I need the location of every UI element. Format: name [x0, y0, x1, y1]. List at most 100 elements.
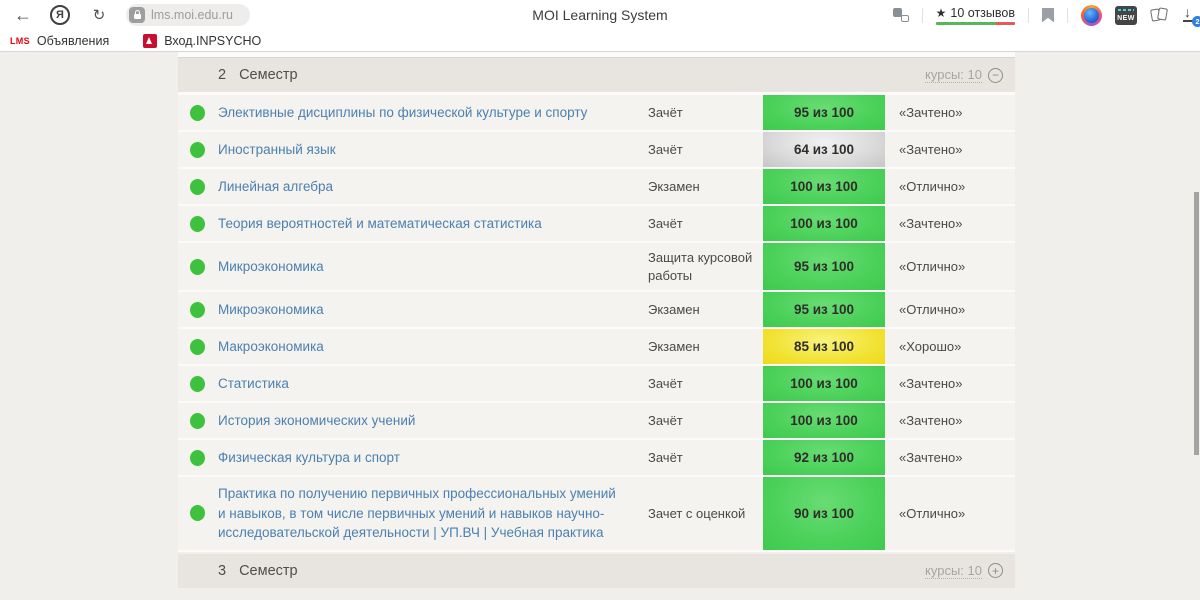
- grade-text: «Зачтено»: [899, 450, 963, 466]
- toolbar-separator: [921, 7, 923, 23]
- bookmark-item-announcements[interactable]: LMS Объявления: [10, 34, 109, 48]
- table-row: Иностранный язык Зачёт 64 из 100 «Зачтен…: [178, 132, 1015, 169]
- table-row: Микроэкономика Экзамен 95 из 100 «Отличн…: [178, 292, 1015, 330]
- downloads-icon[interactable]: ↓ 2: [1181, 4, 1200, 27]
- course-link[interactable]: Практика по получению первичных професси…: [218, 486, 616, 541]
- url-text[interactable]: lms.moi.edu.ru: [151, 8, 233, 22]
- ratings-label: 10 отзывов: [950, 5, 1015, 20]
- download-arrow-icon: ↓: [1184, 4, 1191, 20]
- toolbar-separator: [1028, 7, 1029, 23]
- score-cell: 85 из 100: [763, 329, 885, 365]
- yandex-logo-icon[interactable]: Я: [50, 5, 70, 25]
- score-cell: 95 из 100: [763, 95, 885, 130]
- score-cell: 92 из 100: [763, 440, 885, 476]
- grade-text: «Зачтено»: [899, 216, 963, 231]
- refresh-icon[interactable]: ↻: [92, 7, 106, 24]
- bookmark-flag-icon[interactable]: [1042, 7, 1054, 23]
- new-releases-extension-icon[interactable]: NEW: [1115, 5, 1137, 25]
- table-row: История экономических учений Зачёт 100 и…: [178, 403, 1015, 441]
- score-cell: 95 из 100: [763, 243, 885, 291]
- site-ratings-button[interactable]: ★ 10 отзывов: [935, 5, 1015, 25]
- expand-plus-icon[interactable]: +: [988, 563, 1003, 579]
- courses-count-link[interactable]: курсы: 10: [925, 562, 982, 579]
- semester-grades-panel: 2 Семестр курсы: 10 − Элективные дисципл…: [178, 52, 1015, 588]
- browser-toolbar: ← Я ↻ lms.moi.edu.ru MOI Learning System…: [0, 0, 1200, 30]
- score-cell: 90 из 100: [763, 477, 885, 550]
- assessment-type: Экзамен: [648, 338, 700, 354]
- assessment-type: Зачёт: [648, 215, 683, 231]
- semester-2-header: 2 Семестр курсы: 10 −: [178, 58, 1015, 92]
- grade-text: «Зачтено»: [899, 105, 963, 120]
- course-status-dot-icon: [190, 178, 205, 195]
- score-cell: 100 из 100: [763, 169, 885, 204]
- course-link[interactable]: Теория вероятностей и математическая ста…: [218, 215, 542, 231]
- bookmark-label: Объявления: [36, 33, 110, 48]
- table-row: Линейная алгебра Экзамен 100 из 100 «Отл…: [178, 169, 1015, 206]
- assessment-type: Защита курсовой работы: [648, 250, 753, 283]
- collections-icon[interactable]: [1150, 6, 1168, 24]
- new-badge-label: NEW: [1117, 14, 1135, 22]
- course-status-dot-icon: [190, 104, 205, 121]
- course-status-dot-icon: [190, 449, 205, 466]
- grade-text: «Зачтено»: [899, 142, 963, 157]
- browser-orb-extension-icon[interactable]: [1081, 4, 1102, 26]
- course-status-dot-icon: [190, 141, 205, 158]
- course-status-dot-icon: [190, 412, 205, 429]
- lms-favicon-icon: LMS: [10, 35, 30, 46]
- assessment-type: Экзамен: [648, 178, 700, 194]
- table-row: Элективные дисциплины по физической куль…: [178, 95, 1015, 132]
- course-status-dot-icon: [190, 338, 205, 355]
- assessment-type: Зачёт: [648, 375, 683, 391]
- assessment-type: Зачёт: [648, 412, 683, 428]
- table-row: Макроэкономика Экзамен 85 из 100 «Хорошо…: [178, 329, 1015, 367]
- score-cell: 100 из 100: [763, 206, 885, 241]
- grade-text: «Зачтено»: [899, 376, 963, 392]
- course-status-dot-icon: [190, 375, 205, 392]
- assessment-type: Экзамен: [648, 301, 700, 317]
- table-row: Статистика Зачёт 100 из 100 «Зачтено»: [178, 366, 1015, 404]
- grade-text: «Отлично»: [899, 302, 966, 318]
- grade-text: «Отлично»: [899, 179, 966, 194]
- grade-text: «Отлично»: [899, 505, 966, 521]
- back-icon[interactable]: ←: [14, 4, 32, 25]
- panel-top-strip: [178, 52, 1015, 58]
- semester-title: Семестр: [239, 67, 298, 83]
- toolbar-separator: [1067, 7, 1068, 23]
- inpsycho-favicon-icon: [143, 33, 158, 48]
- course-link[interactable]: Физическая культура и спорт: [218, 449, 400, 465]
- table-row: Теория вероятностей и математическая ста…: [178, 206, 1015, 243]
- course-link[interactable]: Статистика: [218, 375, 289, 391]
- course-link[interactable]: Иностранный язык: [218, 141, 336, 157]
- lock-icon[interactable]: [129, 7, 145, 23]
- address-bar[interactable]: lms.moi.edu.ru: [126, 4, 250, 26]
- vertical-scrollbar-thumb[interactable]: [1194, 192, 1199, 455]
- bookmark-item-inpsycho-login[interactable]: Вход.INPSYCHO: [143, 33, 262, 48]
- semester-3-header: 3 Семестр курсы: 10 +: [178, 553, 1015, 588]
- bookmark-label: Вход.INPSYCHO: [164, 33, 262, 48]
- course-link[interactable]: Макроэкономика: [218, 338, 324, 354]
- assessment-type: Зачёт: [648, 104, 683, 120]
- course-table: Элективные дисциплины по физической куль…: [178, 92, 1015, 552]
- table-row: Практика по получению первичных професси…: [178, 477, 1015, 552]
- table-row: Микроэкономика Защита курсовой работы 95…: [178, 243, 1015, 293]
- course-link[interactable]: История экономических учений: [218, 412, 416, 428]
- score-cell: 100 из 100: [763, 366, 885, 402]
- table-row: Физическая культура и спорт Зачёт 92 из …: [178, 440, 1015, 478]
- assessment-type: Зачёт: [648, 449, 683, 465]
- protect-icon[interactable]: [892, 8, 909, 22]
- star-icon: ★: [935, 5, 947, 20]
- course-status-dot-icon: [190, 258, 205, 275]
- semester-title: Семестр: [239, 562, 298, 579]
- course-link[interactable]: Линейная алгебра: [218, 178, 334, 194]
- bookmarks-bar: LMS Объявления Вход.INPSYCHO: [0, 30, 1200, 52]
- course-link[interactable]: Элективные дисциплины по физической куль…: [218, 104, 588, 120]
- course-status-dot-icon: [190, 505, 205, 522]
- downloads-count-badge: 2: [1192, 16, 1200, 27]
- course-link[interactable]: Микроэкономика: [218, 301, 324, 317]
- assessment-type: Зачет с оценкой: [648, 505, 746, 521]
- score-cell: 64 из 100: [763, 132, 885, 167]
- assessment-type: Зачёт: [648, 141, 683, 157]
- courses-count-link[interactable]: курсы: 10: [925, 67, 982, 83]
- collapse-minus-icon[interactable]: −: [988, 67, 1003, 83]
- course-link[interactable]: Микроэкономика: [218, 258, 324, 274]
